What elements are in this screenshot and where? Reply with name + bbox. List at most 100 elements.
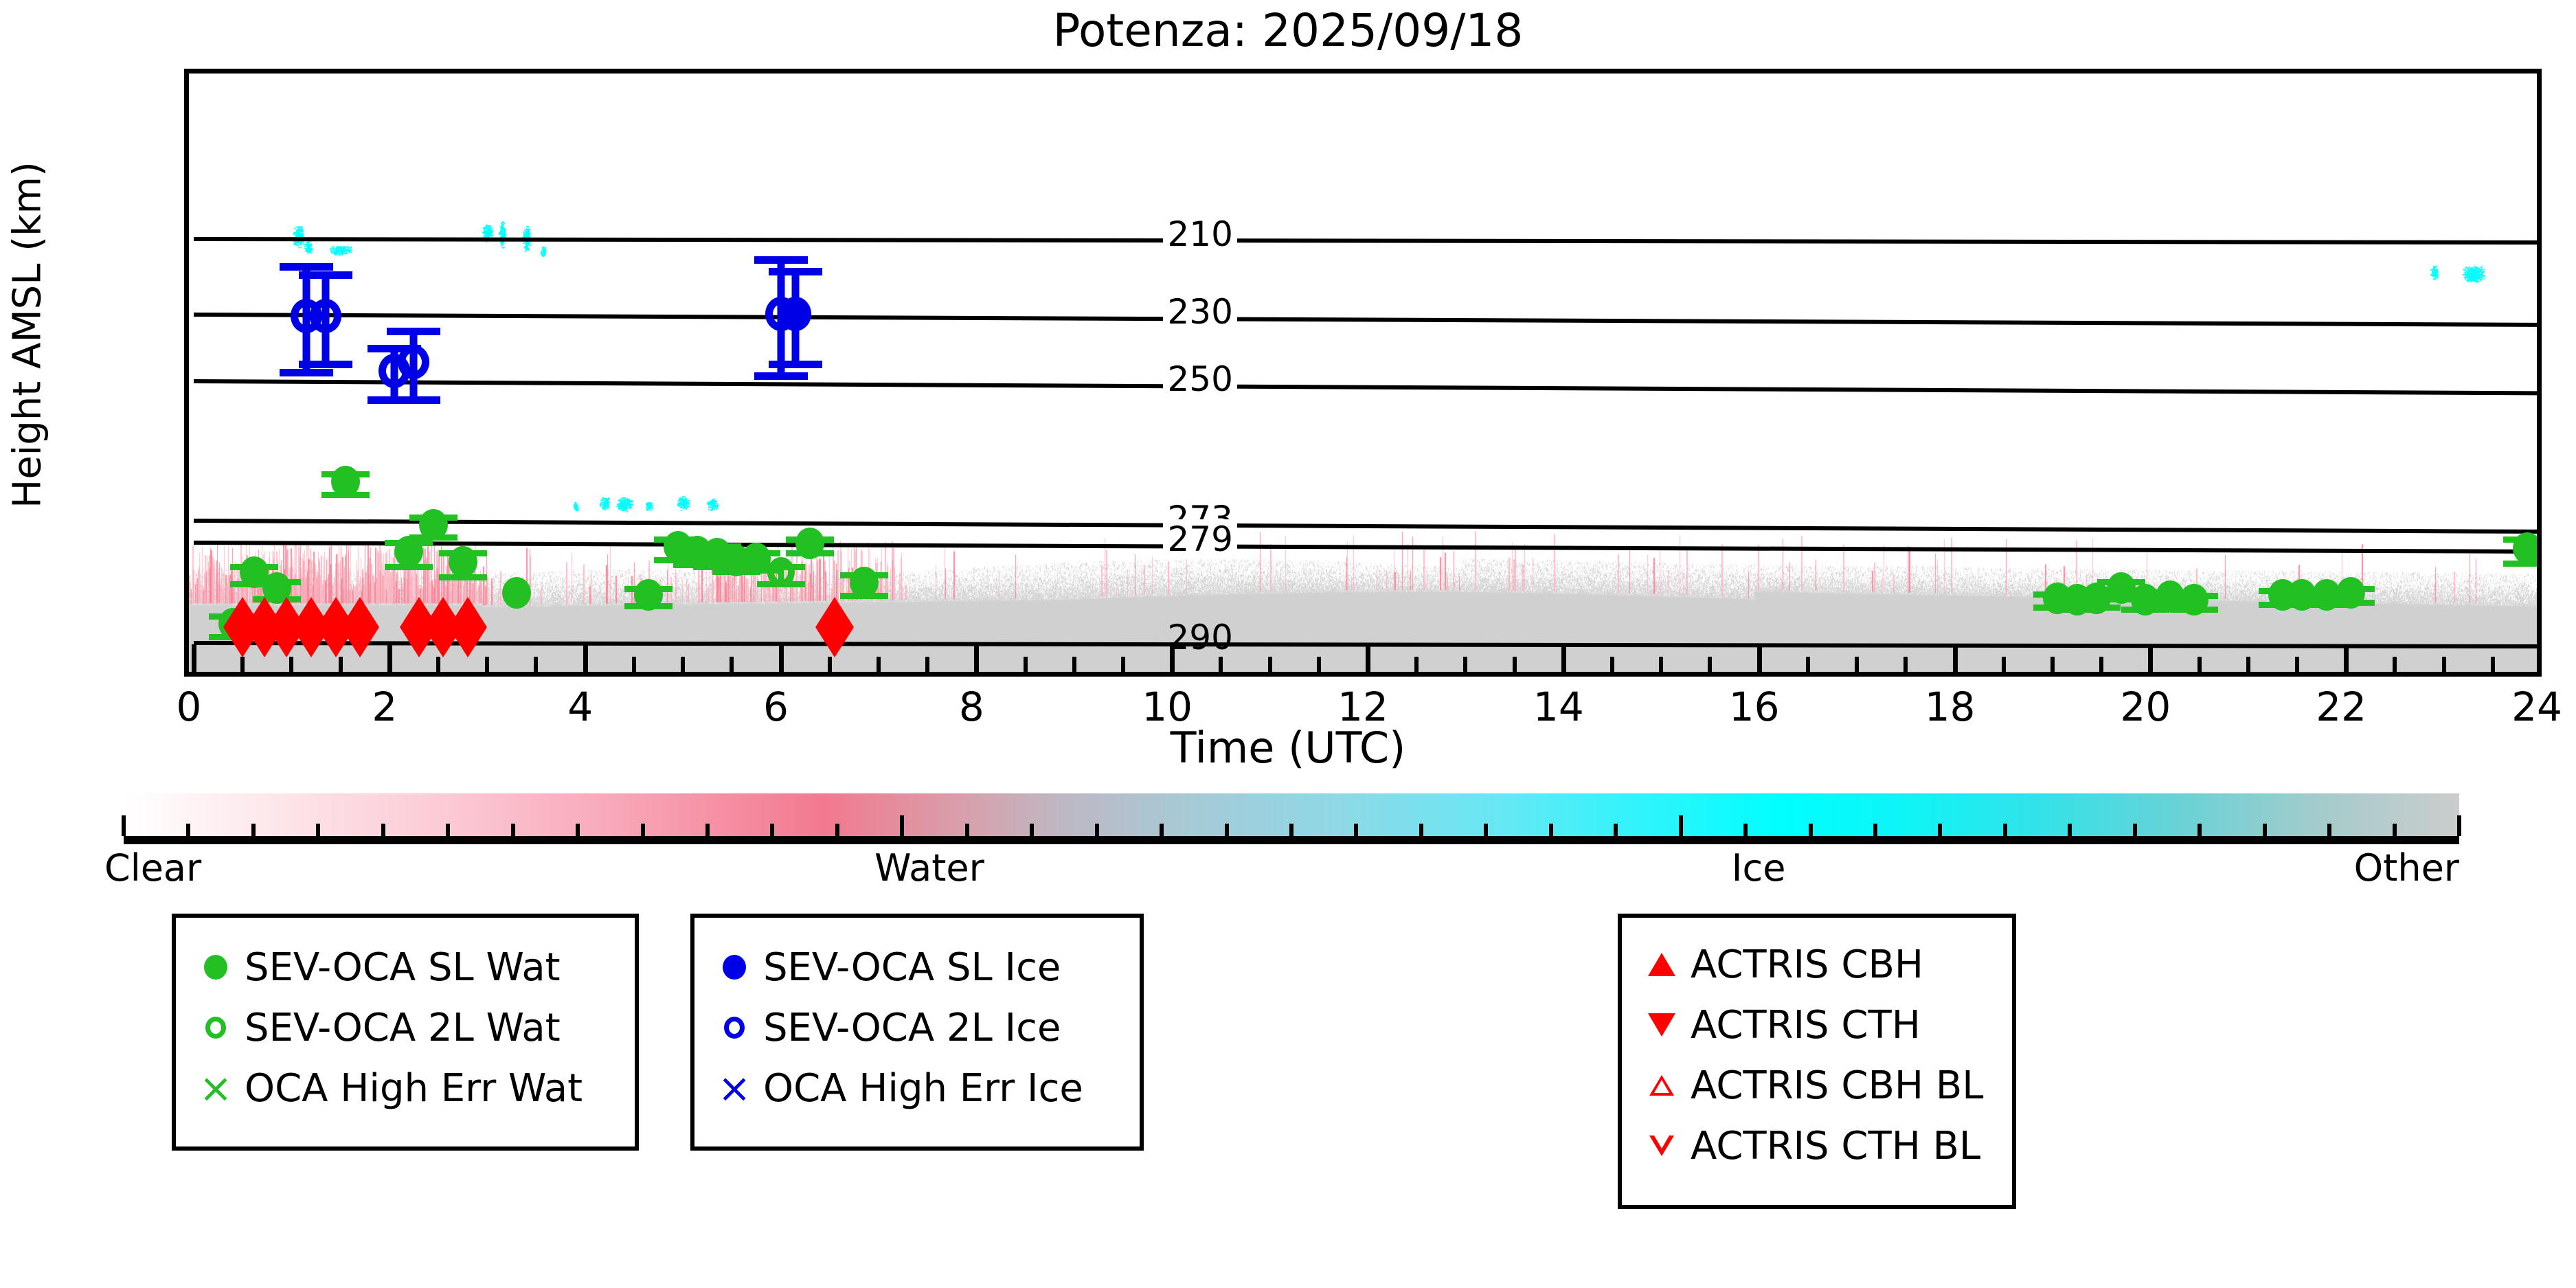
colorbar-tick bbox=[381, 824, 385, 836]
x-axis-tick-8: 8 bbox=[958, 683, 984, 730]
colorbar-axis-line bbox=[124, 836, 2459, 844]
colorbar-tick bbox=[1678, 815, 1683, 836]
legend-symbol-open-circle-icon bbox=[705, 1017, 763, 1039]
x-minor-tick bbox=[534, 657, 539, 672]
x-minor-tick bbox=[2490, 657, 2495, 672]
x-tick-mark bbox=[2344, 644, 2349, 672]
legend-label: SEV-OCA 2L Wat bbox=[245, 1005, 561, 1050]
legend-label: OCA High Err Wat bbox=[245, 1065, 583, 1111]
x-axis-tick-14: 14 bbox=[1533, 683, 1584, 730]
marker-sev-oca-sl-wat bbox=[2180, 584, 2209, 615]
x-minor-tick bbox=[631, 657, 636, 672]
marker-actris-cth bbox=[341, 626, 380, 657]
colorbar-label-other: Other bbox=[2353, 846, 2459, 890]
x-minor-tick bbox=[1708, 657, 1713, 672]
y-axis-label: Height AMSL (km) bbox=[5, 161, 50, 508]
x-minor-tick bbox=[1120, 657, 1125, 672]
marker-sev-oca-2l-ice bbox=[310, 298, 342, 333]
error-bar-cap bbox=[754, 256, 808, 264]
colorbar-tick bbox=[1614, 824, 1618, 836]
colorbar-tick bbox=[2132, 824, 2137, 836]
x-minor-tick bbox=[436, 657, 441, 672]
marker-sev-oca-sl-wat bbox=[394, 536, 424, 568]
colorbar-tick bbox=[251, 824, 256, 836]
plot-area[interactable] bbox=[184, 69, 2542, 677]
chart-title: Potenza: 2025/09/18 bbox=[1052, 4, 1524, 57]
legend-item: × OCA High Err Ice bbox=[705, 1058, 1129, 1118]
x-minor-tick bbox=[1805, 657, 1810, 672]
colorbar-tick bbox=[964, 824, 969, 836]
x-minor-tick bbox=[2393, 657, 2397, 672]
marker-actris-cth bbox=[815, 626, 854, 657]
x-minor-tick bbox=[1659, 657, 1664, 672]
target-classification-mask bbox=[189, 74, 2537, 672]
x-minor-tick bbox=[2294, 657, 2299, 672]
colorbar-tick bbox=[1873, 824, 1877, 836]
colorbar-tick bbox=[122, 815, 126, 836]
colorbar-tick bbox=[1224, 824, 1229, 836]
x-minor-tick bbox=[1463, 657, 1468, 672]
colorbar-tick bbox=[1548, 824, 1553, 836]
legend-label: ACTRIS CBH BL bbox=[1691, 1063, 1984, 1108]
marker-actris-cbh bbox=[448, 596, 487, 627]
x-minor-tick bbox=[876, 657, 881, 672]
x-minor-tick bbox=[338, 657, 343, 672]
marker-sev-oca-2l-wat bbox=[767, 557, 795, 588]
legend-item: SEV-OCA SL Wat bbox=[187, 937, 624, 997]
isotherm-label-230: 230 bbox=[1163, 292, 1237, 332]
x-axis-tick-10: 10 bbox=[1142, 683, 1193, 730]
x-minor-tick bbox=[2050, 657, 2055, 672]
colorbar-tick bbox=[640, 824, 645, 836]
legend-item: SEV-OCA 2L Ice bbox=[705, 997, 1129, 1058]
marker-sev-oca-sl-wat bbox=[634, 578, 664, 611]
error-bar-cap bbox=[768, 268, 822, 276]
legend-item: SEV-OCA SL Ice bbox=[705, 937, 1129, 997]
marker-sev-oca-sl-wat bbox=[330, 466, 360, 498]
colorbar-tick bbox=[1354, 824, 1359, 836]
x-axis-tick-0: 0 bbox=[176, 683, 202, 730]
colorbar-label-ice: Ice bbox=[1731, 846, 1786, 890]
colorbar-tick bbox=[1030, 824, 1035, 836]
colorbar-tick bbox=[1743, 824, 1748, 836]
x-tick-mark bbox=[778, 644, 784, 672]
error-bar-cap bbox=[367, 345, 421, 353]
x-tick-mark bbox=[1366, 644, 1370, 672]
legend-item: ACTRIS CTH bbox=[1633, 995, 2001, 1055]
legend-actris: ACTRIS CBH ACTRIS CTH ACTRIS CBH BL ACTRIS … bbox=[1618, 914, 2016, 1209]
colorbar-tick bbox=[835, 824, 839, 836]
legend-label: SEV-OCA SL Ice bbox=[763, 945, 1061, 990]
colorbar-tick bbox=[2392, 824, 2397, 836]
colorbar-tick bbox=[316, 824, 321, 836]
x-minor-tick bbox=[1414, 657, 1419, 672]
x-axis-tick-12: 12 bbox=[1337, 683, 1388, 730]
marker-sev-oca-sl-wat bbox=[418, 508, 448, 541]
legend-item: ACTRIS CBH bbox=[1633, 934, 2001, 995]
legend-symbol-open-triangle-up-icon bbox=[1633, 1075, 1691, 1096]
x-minor-tick bbox=[1267, 657, 1272, 672]
colorbar-tick bbox=[2197, 824, 2202, 836]
legend-symbol-open-triangle-down-icon bbox=[1633, 1136, 1691, 1156]
legend-symbol-filled-triangle-up-icon bbox=[1633, 953, 1691, 976]
x-minor-tick bbox=[827, 657, 832, 672]
legend-label: OCA High Err Ice bbox=[763, 1065, 1083, 1111]
x-minor-tick bbox=[1072, 657, 1076, 672]
marker-actris-cbh bbox=[341, 596, 380, 627]
x-minor-tick bbox=[2099, 657, 2104, 672]
colorbar-tick bbox=[510, 824, 515, 836]
legend-symbol-open-circle-icon bbox=[187, 1017, 245, 1039]
x-minor-tick bbox=[730, 657, 734, 672]
x-minor-tick bbox=[2246, 657, 2250, 672]
colorbar-tick bbox=[1938, 824, 1943, 836]
colorbar-tick bbox=[2262, 824, 2267, 836]
colorbar-tick bbox=[1289, 824, 1293, 836]
error-bar-cap bbox=[387, 328, 441, 336]
legend-label: ACTRIS CBH bbox=[1691, 942, 1924, 987]
x-tick-mark bbox=[1561, 644, 1566, 672]
x-minor-tick bbox=[485, 657, 490, 672]
x-axis-tick-16: 16 bbox=[1728, 683, 1780, 730]
colorbar-tick bbox=[186, 824, 191, 836]
x-tick-mark bbox=[2148, 644, 2154, 672]
isotherm-label-210: 210 bbox=[1163, 214, 1237, 254]
colorbar-tick bbox=[2327, 824, 2332, 836]
x-minor-tick bbox=[1903, 657, 1908, 672]
